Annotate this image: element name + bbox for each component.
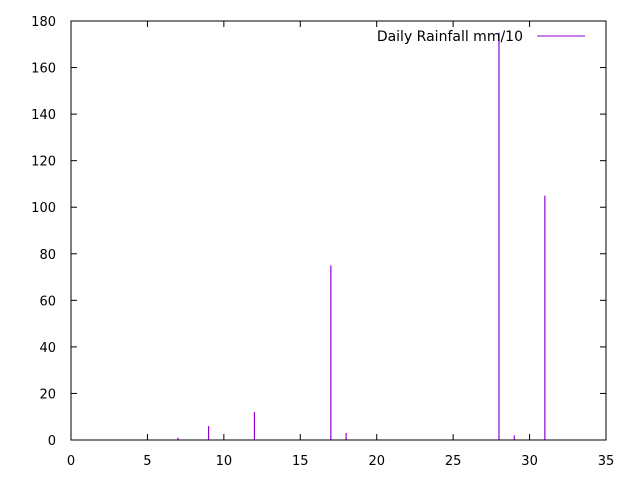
y-tick-label: 140 (31, 108, 56, 123)
y-tick-label: 180 (31, 15, 56, 30)
y-tick-label: 160 (31, 62, 56, 77)
impulse-series (177, 32, 546, 440)
x-tick-label: 30 (521, 454, 538, 469)
y-axis-tick-labels: 0 20 40 60 80 100 120 140 160 180 (31, 15, 56, 449)
x-tick-label: 35 (598, 454, 615, 469)
y-tick-label: 0 (48, 434, 56, 449)
x-tick-label: 0 (67, 454, 75, 469)
plot-frame (70, 20, 607, 441)
x-tick-label: 25 (445, 454, 462, 469)
x-tick-label: 15 (292, 454, 309, 469)
legend: Daily Rainfall mm/10 (377, 29, 585, 45)
y-tick-label: 100 (31, 201, 56, 216)
x-tick-label: 10 (216, 454, 233, 469)
x-axis-tick-labels: 0 5 10 15 20 25 30 35 (67, 454, 614, 469)
y-tick-label: 120 (31, 155, 56, 170)
legend-label: Daily Rainfall mm/10 (377, 29, 523, 45)
y-tick-label: 40 (39, 341, 56, 356)
x-tick-label: 20 (368, 454, 385, 469)
y-tick-label: 20 (39, 387, 56, 402)
x-tick-label: 5 (143, 454, 151, 469)
y-tick-label: 80 (39, 248, 56, 263)
y-tick-label: 60 (39, 294, 56, 309)
axis-ticks (70, 20, 607, 441)
